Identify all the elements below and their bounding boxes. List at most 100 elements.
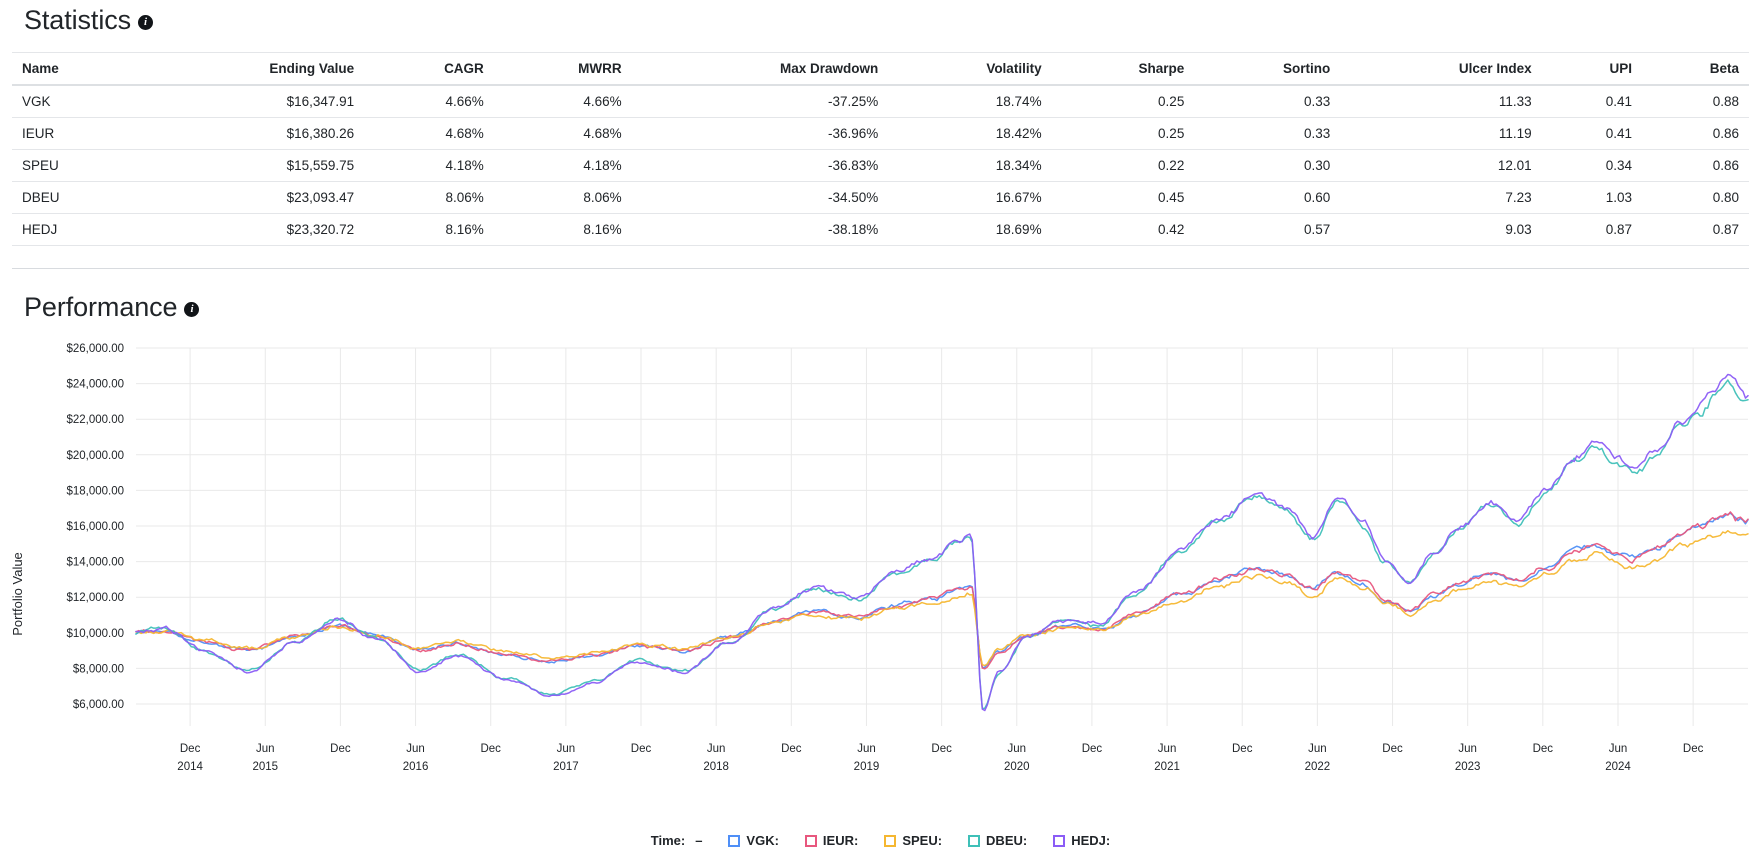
chart-y-axis-title: Portfolio Value xyxy=(10,553,25,637)
chart-x-axis-ticks: Dec 2014 Jun 2015 Dec Jun 2016 Dec Jun 2017 Dec Jun… xyxy=(177,743,1703,773)
column-header-cagr[interactable]: CAGR xyxy=(364,51,494,86)
cell-volatility: 18.74% xyxy=(888,84,1052,118)
y-axis-tick-label: $22,000.00 xyxy=(66,415,124,427)
performance-title: Performance xyxy=(24,291,178,322)
x-axis-tick-month: Jun xyxy=(1158,743,1177,755)
cell-name: IEUR xyxy=(12,117,137,150)
column-header-name[interactable]: Name xyxy=(12,51,137,86)
table-row[interactable]: IEUR $16,380.26 4.68% 4.68% -36.96% 18.42% 0.2… xyxy=(12,117,1749,150)
y-axis-tick-label: $6,000.00 xyxy=(73,699,124,711)
x-axis-tick-year: 2014 xyxy=(177,761,203,773)
cell-sharpe: 0.42 xyxy=(1051,213,1195,246)
statistics-table-head: Name Ending Value CAGR MWRR Max Drawdown Vola… xyxy=(12,51,1749,86)
x-axis-tick-month: Dec xyxy=(330,743,351,755)
y-axis-tick-label: $16,000.00 xyxy=(66,521,124,533)
x-axis-tick-month: Jun xyxy=(256,743,275,755)
cell-name: HEDJ xyxy=(12,213,137,246)
cell-beta: 0.80 xyxy=(1642,181,1749,214)
cell-sortino: 0.57 xyxy=(1194,213,1341,246)
table-header-row: Name Ending Value CAGR MWRR Max Drawdown Vola… xyxy=(12,51,1749,86)
cell-ending-value: $23,320.72 xyxy=(136,213,365,246)
table-row[interactable]: VGK $16,347.91 4.66% 4.66% -37.25% 18.74% 0.25… xyxy=(12,84,1749,118)
cell-name: DBEU xyxy=(12,181,137,214)
x-axis-tick-year: 2024 xyxy=(1605,761,1631,773)
cell-cagr: 8.16% xyxy=(364,213,494,246)
statistics-title: Statistics xyxy=(24,5,132,35)
y-axis-tick-label: $26,000.00 xyxy=(66,343,124,355)
cell-name: VGK xyxy=(12,84,137,118)
x-axis-tick-month: Jun xyxy=(707,743,726,755)
y-axis-tick-label: $8,000.00 xyxy=(73,664,124,676)
chart-series-lines xyxy=(135,374,1749,712)
cell-sortino: 0.60 xyxy=(1194,181,1341,214)
statistics-table-wrap: Name Ending Value CAGR MWRR Max Drawdown Vola… xyxy=(12,51,1749,246)
column-header-max-drawdown[interactable]: Max Drawdown xyxy=(631,51,889,86)
y-axis-tick-label: $14,000.00 xyxy=(66,557,124,569)
cell-volatility: 18.42% xyxy=(888,117,1052,150)
cell-ending-value: $15,559.75 xyxy=(136,149,365,182)
cell-upi: 0.87 xyxy=(1541,213,1643,246)
info-icon[interactable]: i xyxy=(138,15,154,31)
cell-sharpe: 0.22 xyxy=(1051,149,1195,182)
cell-volatility: 16.67% xyxy=(888,181,1052,214)
x-axis-tick-month: Dec xyxy=(781,743,802,755)
performance-chart[interactable]: $26,000.00 $24,000.00 $22,000.00 $20,000.00… xyxy=(0,334,1761,854)
y-axis-tick-label: $24,000.00 xyxy=(66,379,124,391)
cell-ulcer-index: 11.33 xyxy=(1340,84,1542,118)
column-header-upi[interactable]: UPI xyxy=(1541,51,1643,86)
cell-sortino: 0.33 xyxy=(1194,117,1341,150)
column-header-volatility[interactable]: Volatility xyxy=(888,51,1052,86)
performance-chart-svg[interactable]: $26,000.00 $24,000.00 $22,000.00 $20,000.00… xyxy=(0,334,1761,854)
x-axis-tick-year: 2020 xyxy=(1004,761,1030,773)
cell-sharpe: 0.45 xyxy=(1051,181,1195,214)
column-header-ulcer-index[interactable]: Ulcer Index xyxy=(1340,51,1542,86)
cell-cagr: 4.68% xyxy=(364,117,494,150)
cell-max-drawdown: -38.18% xyxy=(631,213,889,246)
cell-sharpe: 0.25 xyxy=(1051,117,1195,150)
x-axis-tick-month: Jun xyxy=(1008,743,1027,755)
cell-ending-value: $16,347.91 xyxy=(136,84,365,118)
column-header-beta[interactable]: Beta xyxy=(1642,51,1749,86)
cell-mwrr: 4.18% xyxy=(493,149,632,182)
cell-mwrr: 8.06% xyxy=(493,181,632,214)
column-header-sharpe[interactable]: Sharpe xyxy=(1051,51,1195,86)
x-axis-tick-year: 2022 xyxy=(1305,761,1331,773)
cell-ulcer-index: 12.01 xyxy=(1340,149,1542,182)
x-axis-tick-year: 2018 xyxy=(703,761,729,773)
x-axis-tick-month: Dec xyxy=(1082,743,1103,755)
x-axis-tick-month: Jun xyxy=(1609,743,1628,755)
table-row[interactable]: SPEU $15,559.75 4.18% 4.18% -36.83% 18.34% 0.2… xyxy=(12,149,1749,182)
x-axis-tick-month: Dec xyxy=(631,743,652,755)
column-header-ending-value[interactable]: Ending Value xyxy=(136,51,365,86)
cell-max-drawdown: -34.50% xyxy=(631,181,889,214)
x-axis-tick-year: 2021 xyxy=(1154,761,1180,773)
x-axis-tick-month: Dec xyxy=(480,743,501,755)
x-axis-tick-month: Jun xyxy=(406,743,425,755)
x-axis-tick-month: Jun xyxy=(557,743,576,755)
cell-ulcer-index: 11.19 xyxy=(1340,117,1542,150)
statistics-table-body: VGK $16,347.91 4.66% 4.66% -37.25% 18.74% 0.25… xyxy=(12,84,1749,246)
x-axis-tick-month: Jun xyxy=(857,743,876,755)
x-axis-tick-month: Dec xyxy=(1382,743,1403,755)
x-axis-tick-month: Jun xyxy=(1308,743,1327,755)
info-icon[interactable]: i xyxy=(184,302,200,318)
x-axis-tick-month: Dec xyxy=(1232,743,1253,755)
cell-cagr: 8.06% xyxy=(364,181,494,214)
cell-sortino: 0.33 xyxy=(1194,84,1341,118)
y-axis-tick-label: $18,000.00 xyxy=(66,486,124,498)
page-root: Statistics i Name Ending Value CAGR MWRR Max… xyxy=(0,0,1761,322)
cell-ending-value: $16,380.26 xyxy=(136,117,365,150)
cell-upi: 0.41 xyxy=(1541,84,1643,118)
cell-mwrr: 8.16% xyxy=(493,213,632,246)
cell-upi: 0.34 xyxy=(1541,149,1643,182)
cell-beta: 0.86 xyxy=(1642,117,1749,150)
table-row[interactable]: DBEU $23,093.47 8.06% 8.06% -34.50% 16.67% 0.4… xyxy=(12,181,1749,214)
cell-ulcer-index: 7.23 xyxy=(1340,181,1542,214)
x-axis-tick-month: Dec xyxy=(1533,743,1554,755)
y-axis-tick-label: $20,000.00 xyxy=(66,450,124,462)
column-header-mwrr[interactable]: MWRR xyxy=(493,51,632,86)
x-axis-tick-year: 2016 xyxy=(403,761,429,773)
cell-max-drawdown: -36.96% xyxy=(631,117,889,150)
table-row[interactable]: HEDJ $23,320.72 8.16% 8.16% -38.18% 18.69% 0.4… xyxy=(12,213,1749,246)
column-header-sortino[interactable]: Sortino xyxy=(1194,51,1341,86)
